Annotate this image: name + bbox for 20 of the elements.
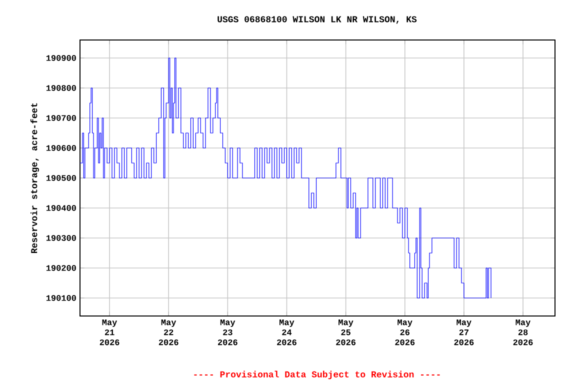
y-tick-label: 190600 [46, 145, 76, 151]
text: ---- Provisional Data Subject to Revision ---- [194, 370, 440, 380]
y-tick-label: 190200 [46, 265, 76, 271]
y-tick-label: 190400 [46, 205, 76, 211]
y-axis-title: Reservoir storage, acre-feet [30, 103, 40, 254]
x-tick-label: May 22 2026 [158, 320, 178, 346]
y-tick-label: 190700 [46, 115, 76, 121]
y-tick-label: 190300 [46, 235, 76, 241]
chart-title: USGS 06868100 WILSON LK NR WILSON, KS [218, 16, 417, 24]
x-tick-label: May 25 2026 [336, 320, 356, 346]
x-tick-label: May 27 2026 [454, 320, 474, 346]
y-tick-label: 190800 [46, 85, 76, 91]
x-tick-label: May 23 2026 [218, 320, 238, 346]
y-tick-label: 190500 [46, 175, 76, 181]
y-tick-label: 190900 [46, 55, 76, 61]
x-tick-label: May 21 2026 [100, 320, 120, 346]
y-tick-label: 190100 [46, 295, 76, 301]
x-tick-label: May 26 2026 [395, 320, 415, 346]
x-tick-label: May 24 2026 [277, 320, 296, 346]
x-tick-label: May 28 2026 [513, 320, 533, 346]
